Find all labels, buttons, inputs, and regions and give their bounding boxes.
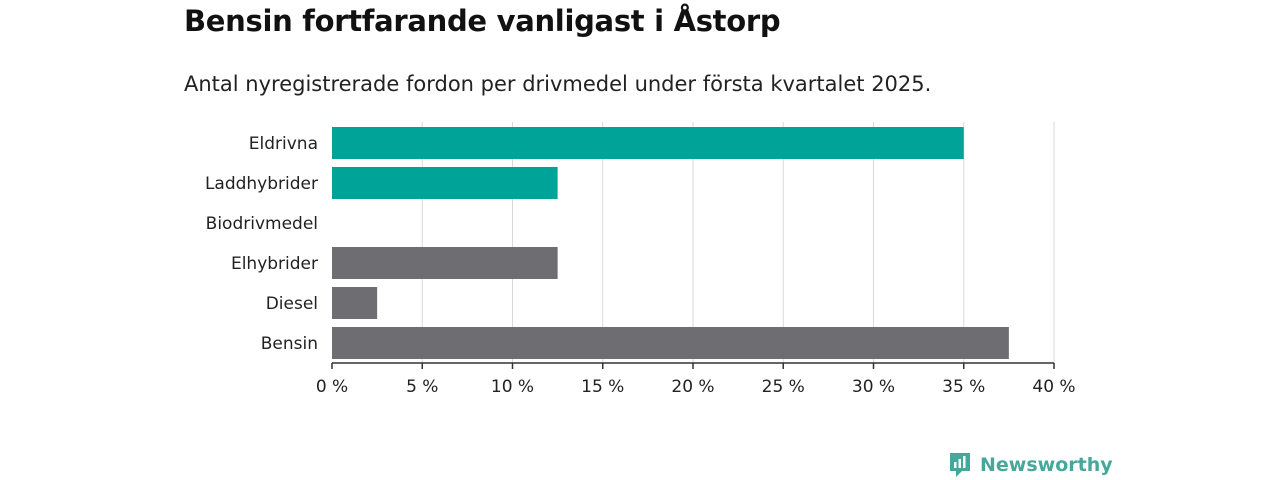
chart-title: Bensin fortfarande vanligast i Åstorp	[184, 4, 781, 38]
bar-laddhybrider	[332, 167, 558, 199]
category-label: Eldrivna	[249, 134, 318, 154]
x-tick-label: 20 %	[671, 377, 714, 397]
bar-bensin	[332, 327, 1009, 359]
category-label: Biodrivmedel	[206, 214, 318, 234]
category-label: Diesel	[266, 294, 318, 314]
x-tick-label: 15 %	[581, 377, 624, 397]
x-tick-label: 0 %	[316, 377, 348, 397]
bar-eldrivna	[332, 127, 964, 159]
x-tick-label: 10 %	[491, 377, 534, 397]
bar-diesel	[332, 287, 378, 319]
brand-logo: Newsworthy	[948, 451, 1113, 479]
bar-elhybrider	[332, 247, 558, 279]
x-tick-label: 35 %	[942, 377, 985, 397]
chart-subtitle: Antal nyregistrerade fordon per drivmede…	[184, 72, 932, 96]
x-tick-label: 5 %	[406, 377, 438, 397]
bar-chart: Eldrivna Laddhybrider Biodrivmedel Elhybrid…	[205, 122, 1076, 397]
category-label: Bensin	[261, 334, 318, 354]
x-tick-label: 30 %	[852, 377, 895, 397]
newsworthy-logo-icon	[950, 453, 970, 477]
x-tick-label: 25 %	[762, 377, 805, 397]
brand-name: Newsworthy	[980, 454, 1113, 476]
x-tick-label: 40 %	[1032, 377, 1075, 397]
category-label: Elhybrider	[231, 254, 318, 274]
category-label: Laddhybrider	[205, 174, 318, 194]
